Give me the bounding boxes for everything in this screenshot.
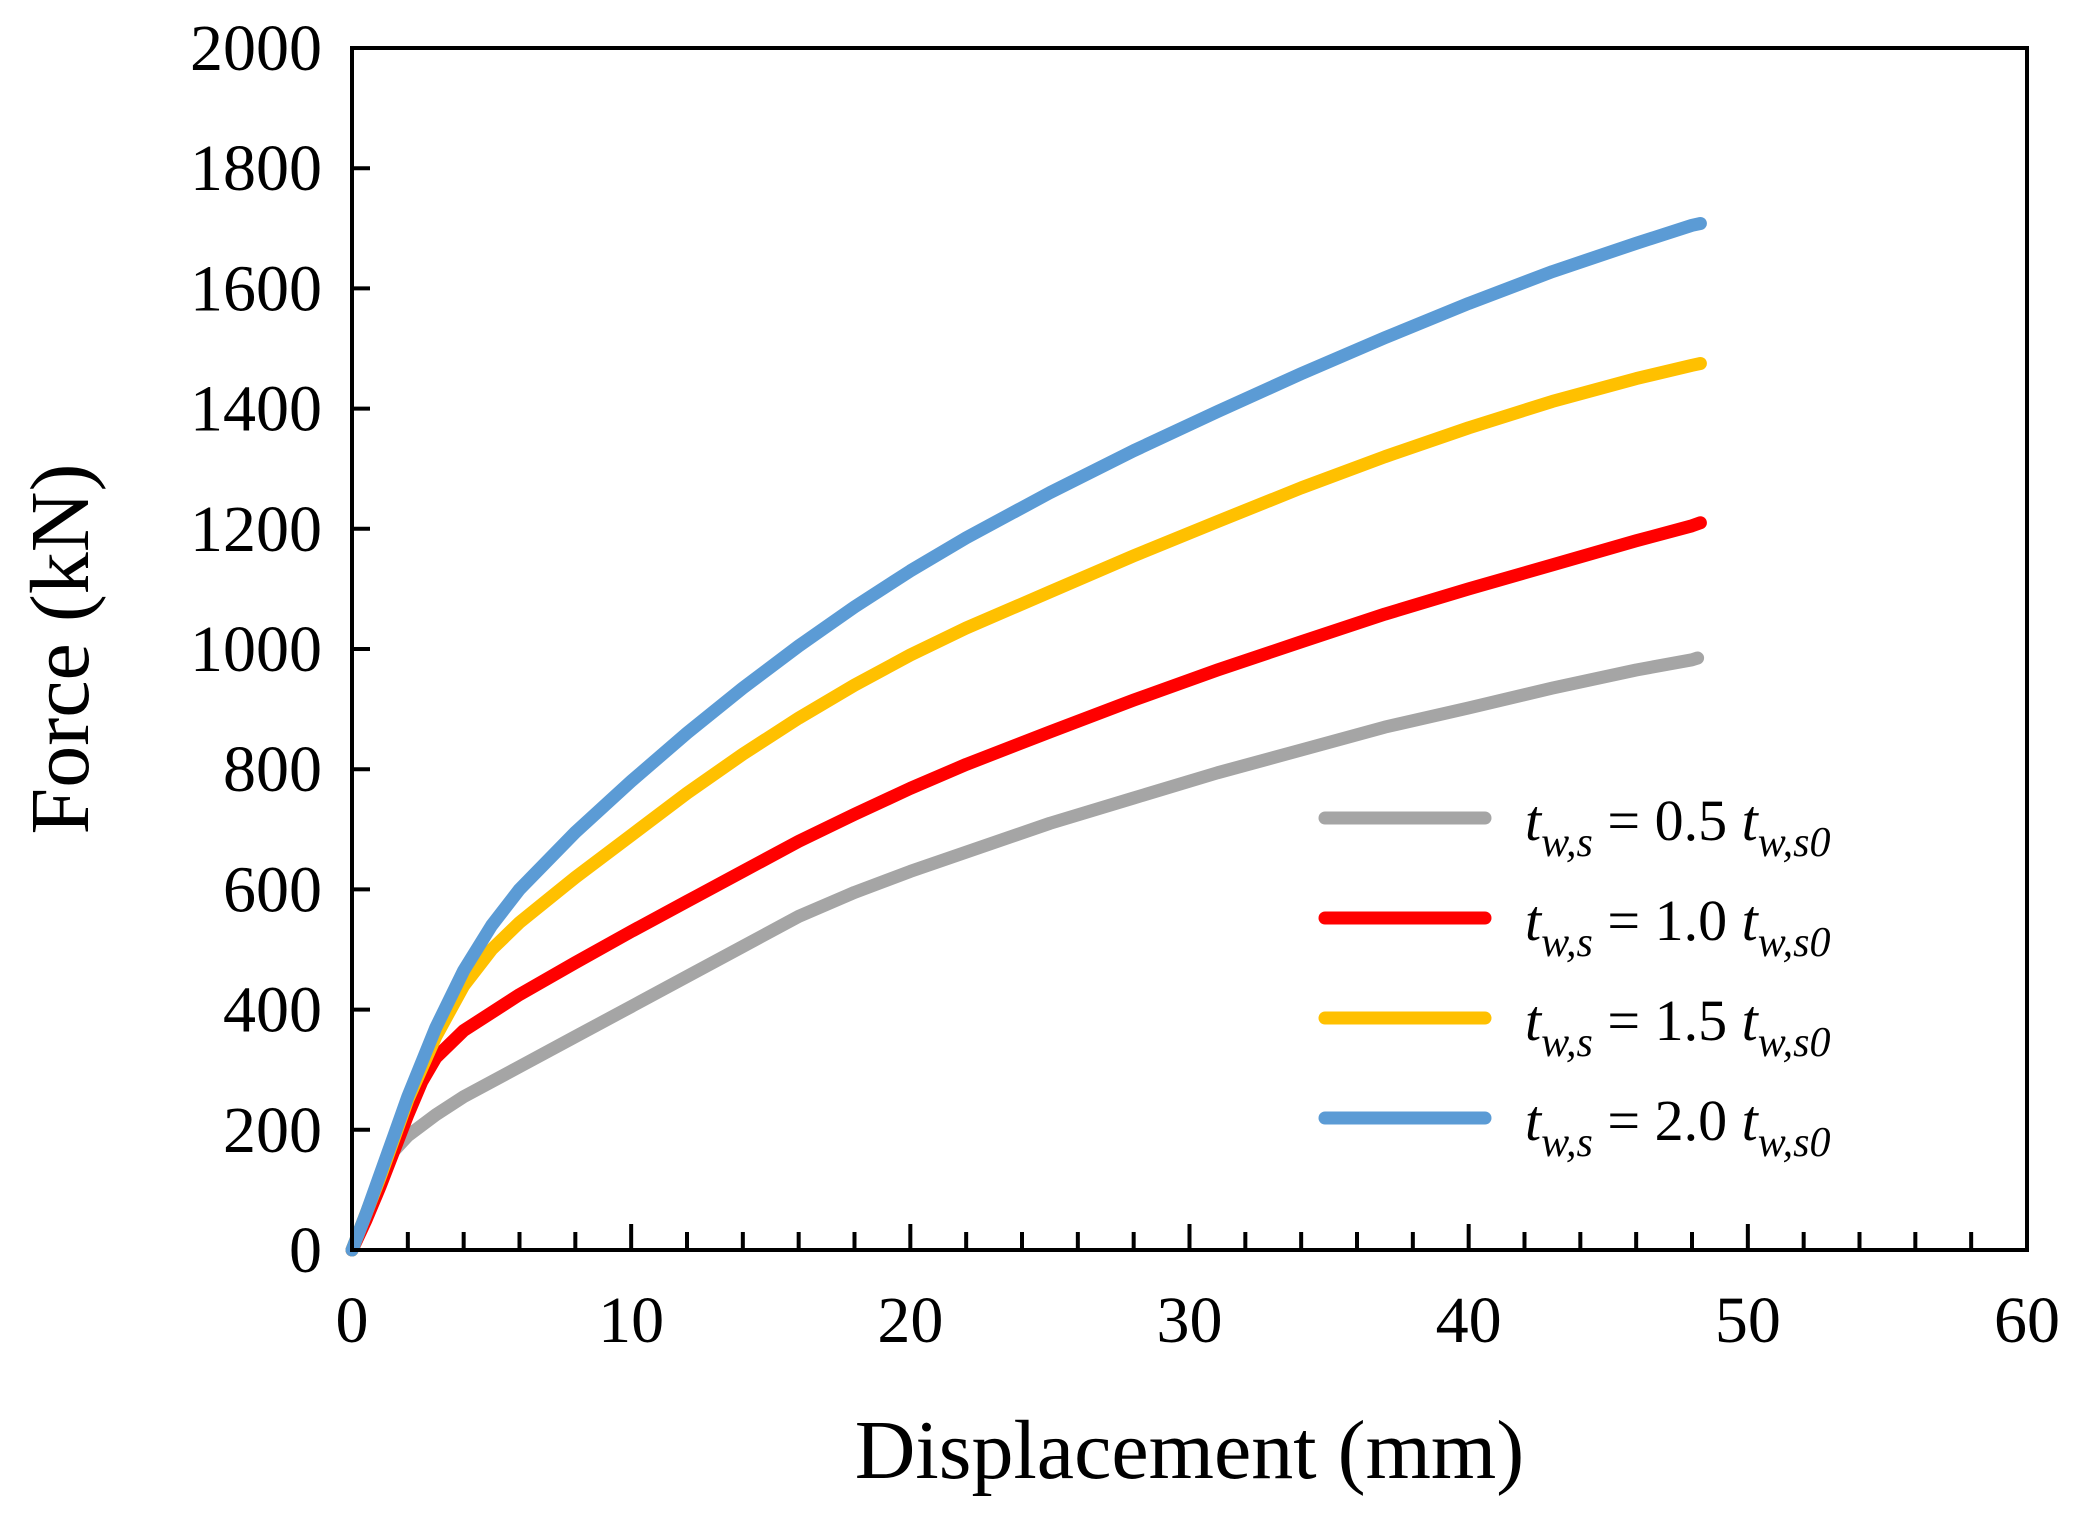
y-tick-labels: 0 200 400 600 800 1000 1200 1400 1600 1800 2000 xyxy=(190,12,322,1287)
series-line-4 xyxy=(345,217,1707,1257)
y-tick-label: 400 xyxy=(223,974,322,1047)
legend-item-2: tw,s = 1.0 tw,s0 xyxy=(1318,888,1830,966)
series-layer xyxy=(345,217,1707,1257)
x-tick-labels: 0 10 20 30 40 50 60 xyxy=(336,1284,2061,1357)
x-tick-label: 40 xyxy=(1436,1284,1502,1357)
legend-label: tw,s = 2.0 tw,s0 xyxy=(1525,1088,1830,1166)
legend-item-3: tw,s = 1.5 tw,s0 xyxy=(1318,988,1830,1066)
y-tick-label: 0 xyxy=(289,1214,322,1287)
plot-area-frame xyxy=(350,46,2029,1252)
x-tick-label: 20 xyxy=(877,1284,943,1357)
x-tick-label: 0 xyxy=(336,1284,369,1357)
x-tick-label: 30 xyxy=(1157,1284,1223,1357)
y-tick-label: 800 xyxy=(223,733,322,806)
legend-label: tw,s = 0.5 tw,s0 xyxy=(1525,788,1830,866)
y-tick-label: 1400 xyxy=(190,373,322,446)
y-tick-label: 600 xyxy=(223,853,322,926)
series-line-1 xyxy=(345,651,1705,1257)
legend-item-4: tw,s = 2.0 tw,s0 xyxy=(1318,1088,1830,1166)
x-tick-label: 10 xyxy=(598,1284,664,1357)
x-tick-label: 60 xyxy=(1994,1284,2060,1357)
y-axis-title: Force (kN) xyxy=(14,464,107,835)
y-tick-label: 1000 xyxy=(190,613,322,686)
legend: tw,s = 0.5 tw,s0 tw,s = 1.0 tw,s0 tw,s = 1… xyxy=(1318,788,1830,1166)
y-tick-label: 200 xyxy=(223,1094,322,1167)
y-tick-label: 2000 xyxy=(190,12,322,85)
legend-label: tw,s = 1.0 tw,s0 xyxy=(1525,888,1830,966)
y-tick-label: 1600 xyxy=(190,252,322,325)
x-tick-label: 50 xyxy=(1715,1284,1781,1357)
y-tick-label: 1200 xyxy=(190,493,322,566)
legend-label: tw,s = 1.5 tw,s0 xyxy=(1525,988,1830,1066)
y-tick-label: 1800 xyxy=(190,132,322,205)
x-axis-title: Displacement (mm) xyxy=(855,1404,1524,1497)
axis-ticks xyxy=(352,166,1974,1250)
series-line-3 xyxy=(345,357,1707,1257)
legend-item-1: tw,s = 0.5 tw,s0 xyxy=(1318,788,1830,866)
